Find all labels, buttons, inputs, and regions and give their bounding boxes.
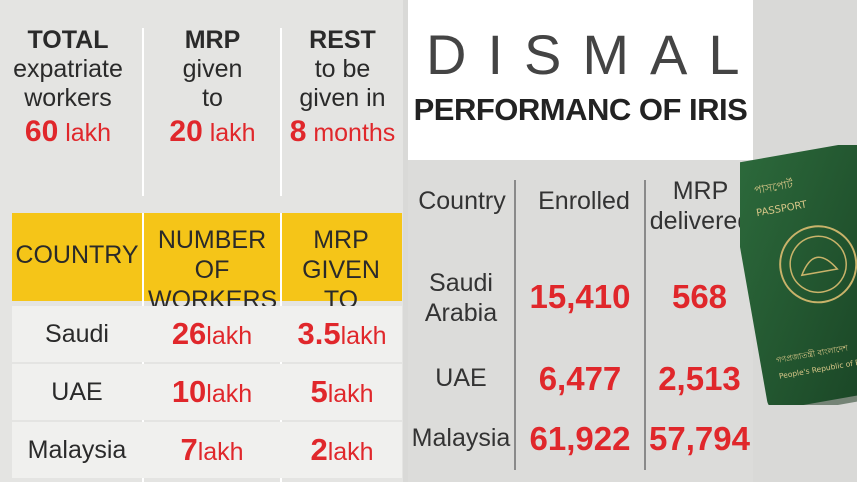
iris-row-enrolled: 6,477 (538, 360, 622, 397)
row-workers: 26lakh (144, 306, 280, 364)
row-workers-unit: lakh (206, 380, 253, 408)
header-mrp-given: MRP GIVEN TO (282, 225, 400, 315)
iris-row-delivered: 568 (671, 278, 728, 315)
total-line2: workers (24, 84, 112, 112)
iris-divider-1 (514, 180, 516, 470)
mrp-line1: given (182, 55, 243, 83)
passport-image: পাসপোর্ট PASSPORT গণপ্রজাতন্ত্রী বাংলাদে… (727, 140, 857, 415)
summary-divider-1 (142, 28, 144, 196)
iris-header-enrolled: Enrolled (538, 187, 630, 215)
header-workers-line1: NUMBER OF (157, 226, 267, 284)
row-workers-value: 10 (171, 374, 207, 409)
header-workers: NUMBER OF WORKERS (148, 225, 277, 315)
iris-row-country: Saudi Arabia (408, 268, 514, 328)
row-country: UAE (51, 378, 103, 406)
table-row (12, 422, 402, 478)
row-mrp-unit: lakh (340, 322, 387, 350)
country-table-header (12, 213, 402, 301)
iris-divider-2 (644, 180, 646, 470)
row-workers-unit: lakh (197, 438, 244, 466)
summary-panel: TOTAL expatriate workers 60 lakh MRP giv… (0, 0, 403, 482)
row-country: Malaysia (27, 436, 127, 464)
mrp-line2: to (202, 84, 223, 112)
iris-row-country: UAE (435, 364, 487, 392)
iris-title-line2: PERFORMANC OF IRIS (413, 92, 748, 127)
total-unit: lakh (65, 119, 112, 147)
rest-line2: given in (299, 84, 386, 112)
total-workers-stat: TOTAL expatriate workers 60 lakh (8, 26, 128, 148)
total-value: 60 (24, 115, 59, 148)
iris-panel: DISMAL PERFORMANC OF IRIS Country Enroll… (408, 0, 753, 482)
row-workers-unit: lakh (206, 322, 253, 350)
iris-row-country-line1: Saudi (429, 269, 493, 297)
mrp-unit: lakh (209, 119, 256, 147)
rest-value: 8 (289, 115, 307, 148)
mrp-head: MRP (184, 26, 241, 54)
rest-head: REST (309, 26, 376, 54)
rest-unit: months (313, 119, 396, 147)
row-workers-value: 26 (171, 316, 207, 351)
row-mrp-value: 3.5 (297, 316, 341, 351)
total-line1: expatriate (13, 55, 123, 83)
iris-row-country: Malaysia (411, 424, 511, 452)
row-workers-value: 7 (180, 432, 198, 467)
rest-line1: to be (314, 55, 371, 83)
passport-icon: পাসপোর্ট PASSPORT গণপ্রজাতন্ত্রী বাংলাদে… (727, 140, 857, 415)
row-mrp-unit: lakh (327, 380, 374, 408)
row-mrp: 3.5lakh (282, 306, 402, 364)
table-row (12, 364, 402, 420)
header-mrp-line1: MRP (313, 226, 369, 254)
mrp-given-stat: MRP given to 20 lakh (150, 26, 275, 148)
iris-row-enrolled: 61,922 (529, 420, 631, 457)
header-country: COUNTRY (15, 241, 139, 269)
row-mrp-unit: lakh (327, 438, 374, 466)
rest-stat: REST to be given in 8 months (285, 26, 400, 148)
mrp-value: 20 (169, 115, 203, 148)
row-workers: 7lakh (144, 422, 280, 480)
iris-row-delivered: 2,513 (658, 360, 741, 397)
iris-row-country-line2: Arabia (424, 299, 498, 327)
row-mrp: 5lakh (282, 364, 402, 422)
iris-header-country: Country (418, 187, 506, 215)
iris-table-bg (408, 160, 753, 482)
row-mrp: 2lakh (282, 422, 402, 480)
row-workers: 10lakh (144, 364, 280, 422)
iris-title-line1: DISMAL (426, 23, 761, 86)
row-mrp-value: 5 (310, 374, 328, 409)
table-row (12, 306, 402, 362)
total-head: TOTAL (27, 26, 109, 54)
iris-row-delivered: 57,794 (649, 420, 750, 457)
iris-row-enrolled: 15,410 (529, 278, 631, 315)
summary-divider-2 (280, 28, 282, 196)
iris-header-mrp: MRP delivered (648, 176, 753, 236)
row-mrp-value: 2 (310, 432, 328, 467)
iris-header-mrp-line1: MRP (672, 177, 729, 205)
iris-header-mrp-line2: delivered (649, 207, 752, 235)
